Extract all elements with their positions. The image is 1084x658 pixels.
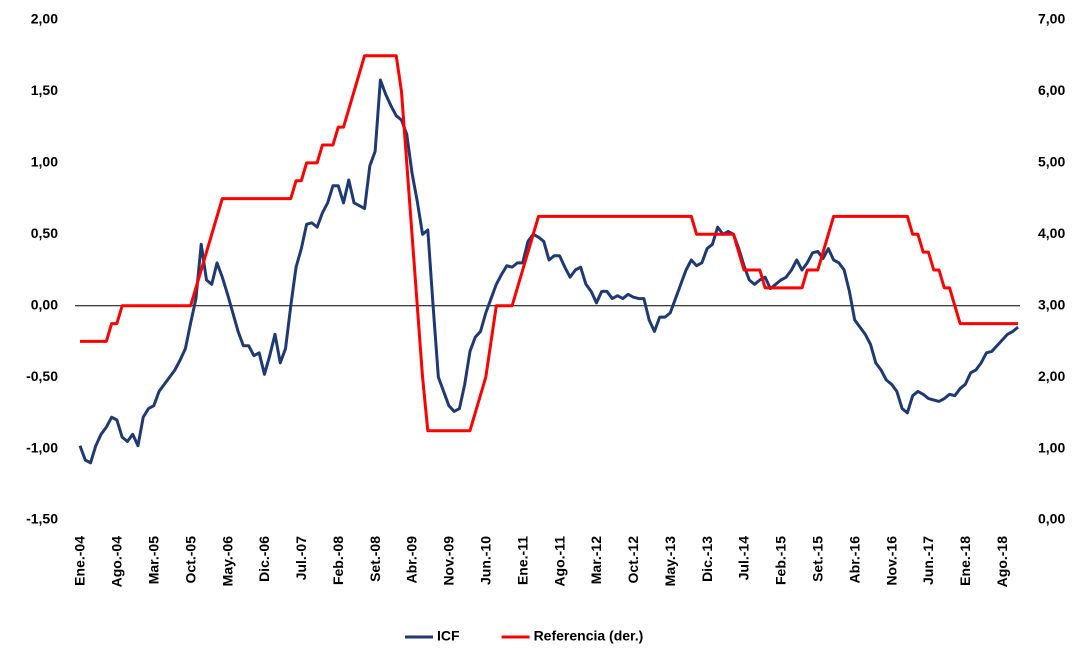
x-tick-label: Ago.-04: [109, 536, 125, 588]
x-tick-label: Ene.-04: [72, 536, 88, 586]
x-tick-label: Oct.-05: [182, 536, 198, 584]
x-tick-label: Dic.-13: [699, 536, 715, 582]
y-tick-label: 0,00: [31, 296, 58, 312]
y2-tick-label: 2,00: [1038, 368, 1065, 384]
x-tick-label: Jun.-10: [477, 536, 493, 585]
y-tick-label: -1,50: [26, 511, 58, 527]
x-tick-label: Ago.-18: [994, 536, 1010, 588]
x-tick-label: Ago.-11: [551, 536, 567, 587]
y2-tick-label: 7,00: [1038, 11, 1065, 27]
y-tick-label: 0,50: [31, 225, 58, 241]
x-tick-label: May.-13: [662, 536, 678, 587]
y2-tick-label: 6,00: [1038, 82, 1065, 98]
x-tick-label: Nov.-09: [441, 536, 457, 586]
y2-tick-label: 1,00: [1038, 439, 1065, 455]
series-line: [78, 78, 1020, 465]
legend-label: Referencia (der.): [534, 628, 644, 644]
x-tick-label: May.-06: [219, 536, 235, 587]
x-tick-label: Oct.-12: [625, 536, 641, 584]
y-tick-label: -0,50: [26, 368, 58, 384]
y2-tick-label: 0,00: [1038, 511, 1065, 527]
y2-tick-label: 3,00: [1038, 296, 1065, 312]
x-tick-label: Mar.-05: [145, 536, 161, 584]
legend-label: ICF: [437, 628, 460, 644]
x-tick-label: Ene.-18: [957, 536, 973, 586]
y-tick-label: -1,00: [26, 439, 58, 455]
x-tick-label: Set.-08: [367, 536, 383, 582]
y-tick-label: 1,00: [31, 154, 58, 170]
x-tick-label: Jul.-14: [736, 536, 752, 581]
x-tick-label: Feb.-08: [330, 536, 346, 585]
x-tick-label: Dic.-06: [256, 536, 272, 582]
x-tick-label: Nov.-16: [883, 536, 899, 586]
x-tick-label: Set.-15: [810, 536, 826, 582]
x-tick-label: Jul.-07: [293, 536, 309, 581]
x-tick-label: Ene.-11: [514, 536, 530, 585]
series-line: [80, 54, 1019, 433]
y2-tick-label: 5,00: [1038, 154, 1065, 170]
y2-tick-label: 4,00: [1038, 225, 1065, 241]
x-tick-label: Abr.-09: [404, 536, 420, 584]
x-tick-label: Jun.-17: [920, 536, 936, 585]
x-tick-label: Mar.-12: [588, 536, 604, 584]
x-tick-label: Feb.-15: [773, 536, 789, 585]
y-tick-label: 2,00: [31, 11, 58, 27]
y-tick-label: 1,50: [31, 82, 58, 98]
x-tick-label: Abr.-16: [846, 536, 862, 584]
